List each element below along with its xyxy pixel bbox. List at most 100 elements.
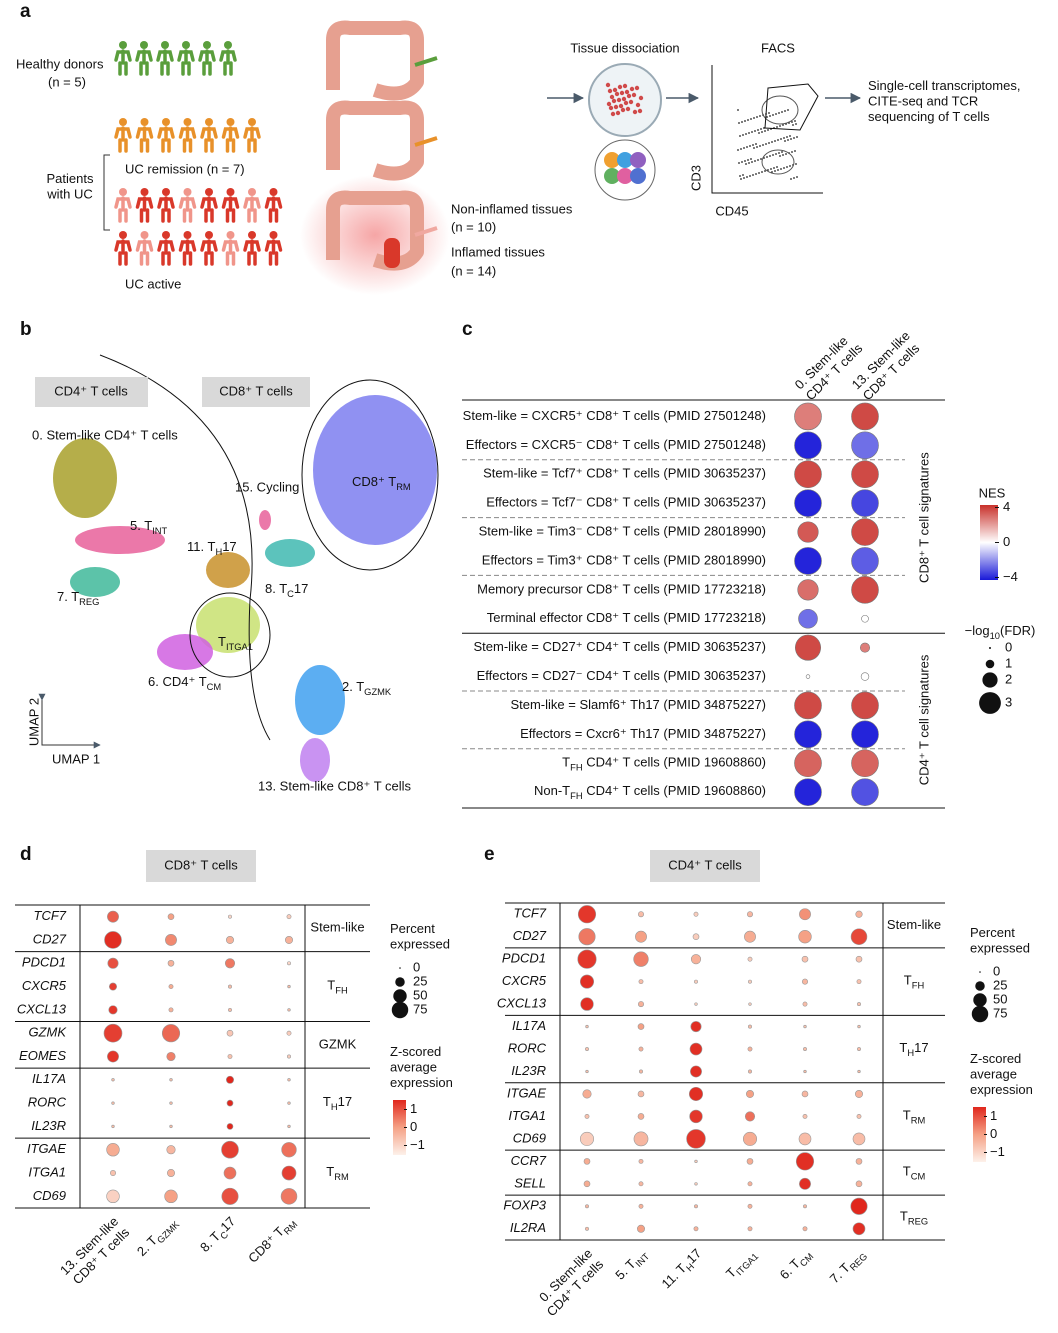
- text-line: Patients: [47, 171, 94, 186]
- dot: [585, 1204, 589, 1209]
- axis-title: UMAP 2: [26, 698, 41, 746]
- subscript: GZMK: [156, 1219, 183, 1246]
- person-icon: [114, 118, 132, 153]
- tick-label: 1: [990, 1108, 997, 1123]
- event: [794, 150, 796, 152]
- tick-label: 0: [1005, 639, 1012, 654]
- dot: [637, 1113, 645, 1120]
- group-label: TH17: [899, 1040, 928, 1058]
- cluster-label: 5. TINT: [130, 518, 168, 536]
- event: [779, 125, 781, 127]
- text-part: 11. T: [187, 539, 215, 554]
- dot: [851, 431, 879, 460]
- person-icon: [135, 188, 154, 223]
- head: [119, 188, 127, 196]
- event: [737, 149, 739, 151]
- colon: [326, 20, 424, 101]
- event: [753, 147, 755, 149]
- event: [760, 128, 762, 130]
- tick-label: 1: [410, 1101, 417, 1116]
- person-icon: [243, 231, 261, 266]
- dot: [802, 978, 808, 985]
- dot: [805, 674, 811, 679]
- dot: [686, 1129, 706, 1149]
- event: [748, 132, 750, 134]
- event: [775, 153, 777, 155]
- dot: [693, 911, 699, 917]
- person-icon: [221, 118, 240, 153]
- text-part: Non-T: [534, 784, 570, 799]
- row-label: Stem-like = Slamf6⁺ Th17 (PMID 34875227): [510, 697, 766, 712]
- tissue-bit: [621, 96, 627, 102]
- event: [780, 168, 782, 170]
- subscript: H: [331, 1103, 338, 1113]
- dot: [851, 720, 879, 749]
- dot: [747, 956, 753, 962]
- person-icon: [200, 231, 218, 266]
- dot: [851, 489, 879, 517]
- dot: [585, 1226, 589, 1231]
- event: [755, 173, 757, 175]
- group-label: TH17: [323, 1095, 352, 1113]
- text-part: T: [562, 755, 570, 770]
- dot: [107, 957, 119, 969]
- group-label: Stem-like: [310, 920, 364, 935]
- body: [114, 239, 132, 266]
- event: [738, 122, 740, 124]
- dot: [583, 1180, 591, 1188]
- dot: [228, 984, 232, 989]
- dot: [857, 1047, 861, 1051]
- dot: [747, 1181, 753, 1187]
- umap-cluster: [300, 738, 330, 782]
- dot: [855, 955, 863, 963]
- dot: [227, 1054, 233, 1059]
- tissue-bit: [617, 84, 623, 90]
- section-label: CD4⁺ T cell signatures: [916, 654, 931, 785]
- event: [783, 137, 785, 139]
- tissue-bit: [610, 111, 616, 117]
- text-part: T: [904, 973, 912, 988]
- label: FACS: [761, 40, 795, 55]
- colon: [326, 100, 424, 181]
- dot: [799, 908, 811, 921]
- event: [775, 113, 777, 115]
- dot: [694, 1159, 698, 1164]
- head: [203, 41, 211, 49]
- tissue-bit: [614, 91, 620, 97]
- cluster-label: 15. Cycling: [235, 479, 299, 494]
- tick-label: 0: [990, 1126, 997, 1141]
- event: [793, 177, 795, 179]
- tick-label: 0: [410, 1119, 417, 1134]
- row-label: Terminal effector CD8⁺ T cells (PMID 177…: [487, 610, 766, 625]
- dot: [579, 1131, 595, 1146]
- text-line: expressed: [970, 941, 1030, 956]
- axis-title: UMAP 1: [52, 751, 100, 766]
- event: [790, 178, 792, 180]
- contour: [761, 95, 799, 125]
- person-icon: [221, 231, 240, 266]
- gene-label: RORC: [28, 1095, 67, 1110]
- subscript: RM: [396, 482, 411, 492]
- subscript: FH: [335, 986, 347, 996]
- event: [769, 155, 771, 157]
- event: [795, 123, 797, 125]
- gene-label: PDCD1: [502, 951, 546, 966]
- tick-label: 50: [413, 987, 427, 1002]
- color-bar: [973, 1107, 986, 1162]
- label: CD4⁺ T cells: [668, 857, 742, 872]
- dot: [748, 1002, 752, 1006]
- dot: [111, 1124, 115, 1129]
- event: [789, 135, 791, 137]
- event: [737, 109, 739, 111]
- tissue-bit: [620, 107, 626, 113]
- boundary: [301, 379, 439, 571]
- group-label: TFH: [327, 978, 347, 996]
- person-icon: [156, 41, 174, 76]
- event: [771, 171, 773, 173]
- subscript: FH: [912, 981, 924, 991]
- brace: [103, 154, 110, 231]
- legend-dot: [985, 659, 995, 669]
- head: [140, 231, 149, 239]
- dot: [638, 1158, 644, 1164]
- tissue-bit: [635, 102, 641, 108]
